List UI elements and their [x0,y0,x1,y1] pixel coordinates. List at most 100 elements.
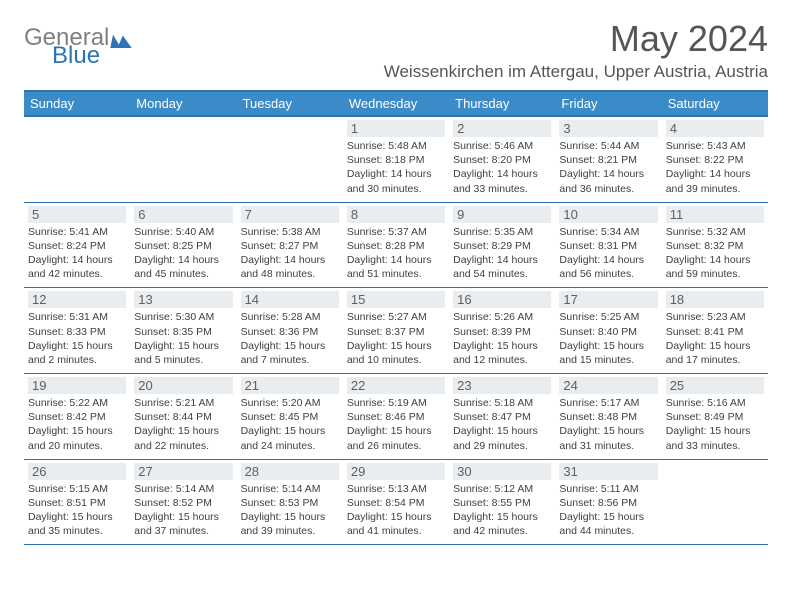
day-details: Sunrise: 5:35 AMSunset: 8:29 PMDaylight:… [453,225,551,282]
calendar-cell: 29 Sunrise: 5:13 AMSunset: 8:54 PMDayligh… [343,459,449,545]
day-details: Sunrise: 5:46 AMSunset: 8:20 PMDaylight:… [453,139,551,196]
calendar-table: SundayMondayTuesdayWednesdayThursdayFrid… [24,90,768,545]
day-number: 3 [559,120,657,137]
calendar-body: 1 Sunrise: 5:48 AMSunset: 8:18 PMDaylight… [24,116,768,545]
day-number: 25 [666,377,764,394]
day-number: 30 [453,463,551,480]
calendar-cell: 18 Sunrise: 5:23 AMSunset: 8:41 PMDayligh… [662,288,768,374]
day-number: 31 [559,463,657,480]
calendar-week-row: 12 Sunrise: 5:31 AMSunset: 8:33 PMDayligh… [24,288,768,374]
calendar-cell: 28Sunrise: 5:14 AMSunset: 8:53 PMDayligh… [237,459,343,545]
calendar-cell: 7 Sunrise: 5:38 AMSunset: 8:27 PMDaylight… [237,202,343,288]
month-title: May 2024 [384,18,768,60]
day-details: Sunrise: 5:11 AMSunset: 8:56 PMDaylight:… [559,482,657,539]
day-details: Sunrise: 5:41 AMSunset: 8:24 PMDaylight:… [28,225,126,282]
day-number: 14 [241,291,339,308]
day-details: Sunrise: 5:14 AMSunset: 8:52 PMDaylight:… [134,482,232,539]
calendar-cell: 16Sunrise: 5:26 AMSunset: 8:39 PMDayligh… [449,288,555,374]
calendar-cell: 21 Sunrise: 5:20 AMSunset: 8:45 PMDayligh… [237,374,343,460]
day-details: Sunrise: 5:17 AMSunset: 8:48 PMDaylight:… [559,396,657,453]
day-details: Sunrise: 5:15 AMSunset: 8:51 PMDaylight:… [28,482,126,539]
location-text: Weissenkirchen im Attergau, Upper Austri… [384,62,768,82]
calendar-cell: 6 Sunrise: 5:40 AMSunset: 8:25 PMDaylight… [130,202,236,288]
logo: GeneralBlue [24,18,132,68]
day-number: 21 [241,377,339,394]
day-number: 19 [28,377,126,394]
calendar-cell: 20 Sunrise: 5:21 AMSunset: 8:44 PMDayligh… [130,374,236,460]
day-details: Sunrise: 5:30 AMSunset: 8:35 PMDaylight:… [134,310,232,367]
calendar-cell: 17Sunrise: 5:25 AMSunset: 8:40 PMDayligh… [555,288,661,374]
calendar-cell: 3 Sunrise: 5:44 AMSunset: 8:21 PMDaylight… [555,116,661,202]
day-number: 23 [453,377,551,394]
day-number: 27 [134,463,232,480]
day-details: Sunrise: 5:19 AMSunset: 8:46 PMDaylight:… [347,396,445,453]
day-number: 11 [666,206,764,223]
day-number: 10 [559,206,657,223]
calendar-week-row: 1 Sunrise: 5:48 AMSunset: 8:18 PMDaylight… [24,116,768,202]
calendar-cell: 2 Sunrise: 5:46 AMSunset: 8:20 PMDaylight… [449,116,555,202]
day-number: 18 [666,291,764,308]
day-number: 8 [347,206,445,223]
calendar-cell [237,116,343,202]
day-number: 22 [347,377,445,394]
calendar-cell: 14 Sunrise: 5:28 AMSunset: 8:36 PMDayligh… [237,288,343,374]
day-details: Sunrise: 5:14 AMSunset: 8:53 PMDaylight:… [241,482,339,539]
calendar-cell: 5 Sunrise: 5:41 AMSunset: 8:24 PMDaylight… [24,202,130,288]
day-details: Sunrise: 5:32 AMSunset: 8:32 PMDaylight:… [666,225,764,282]
header: GeneralBlue May 2024 Weissenkirchen im A… [24,18,768,82]
calendar-cell: 25 Sunrise: 5:16 AMSunset: 8:49 PMDayligh… [662,374,768,460]
day-details: Sunrise: 5:43 AMSunset: 8:22 PMDaylight:… [666,139,764,196]
day-number: 20 [134,377,232,394]
day-number: 2 [453,120,551,137]
day-number: 12 [28,291,126,308]
calendar-cell: 27 Sunrise: 5:14 AMSunset: 8:52 PMDayligh… [130,459,236,545]
day-details: Sunrise: 5:44 AMSunset: 8:21 PMDaylight:… [559,139,657,196]
day-header-row: SundayMondayTuesdayWednesdayThursdayFrid… [24,91,768,116]
day-details: Sunrise: 5:34 AMSunset: 8:31 PMDaylight:… [559,225,657,282]
calendar-cell: 11 Sunrise: 5:32 AMSunset: 8:32 PMDayligh… [662,202,768,288]
day-details: Sunrise: 5:16 AMSunset: 8:49 PMDaylight:… [666,396,764,453]
day-details: Sunrise: 5:31 AMSunset: 8:33 PMDaylight:… [28,310,126,367]
day-number: 15 [347,291,445,308]
calendar-cell [24,116,130,202]
day-details: Sunrise: 5:20 AMSunset: 8:45 PMDaylight:… [241,396,339,453]
day-details: Sunrise: 5:13 AMSunset: 8:54 PMDaylight:… [347,482,445,539]
day-number: 6 [134,206,232,223]
calendar-cell: 24 Sunrise: 5:17 AMSunset: 8:48 PMDayligh… [555,374,661,460]
calendar-cell: 26Sunrise: 5:15 AMSunset: 8:51 PMDayligh… [24,459,130,545]
day-number: 17 [559,291,657,308]
day-details: Sunrise: 5:23 AMSunset: 8:41 PMDaylight:… [666,310,764,367]
calendar-cell [130,116,236,202]
day-details: Sunrise: 5:48 AMSunset: 8:18 PMDaylight:… [347,139,445,196]
day-header: Tuesday [237,91,343,116]
day-number: 1 [347,120,445,137]
calendar-cell: 1 Sunrise: 5:48 AMSunset: 8:18 PMDaylight… [343,116,449,202]
day-number: 4 [666,120,764,137]
day-details: Sunrise: 5:12 AMSunset: 8:55 PMDaylight:… [453,482,551,539]
day-number: 29 [347,463,445,480]
day-number: 9 [453,206,551,223]
day-number: 7 [241,206,339,223]
calendar-cell: 8Sunrise: 5:37 AMSunset: 8:28 PMDaylight… [343,202,449,288]
day-header: Sunday [24,91,130,116]
day-details: Sunrise: 5:28 AMSunset: 8:36 PMDaylight:… [241,310,339,367]
day-details: Sunrise: 5:18 AMSunset: 8:47 PMDaylight:… [453,396,551,453]
calendar-cell [662,459,768,545]
calendar-cell: 12 Sunrise: 5:31 AMSunset: 8:33 PMDayligh… [24,288,130,374]
title-block: May 2024 Weissenkirchen im Attergau, Upp… [384,18,768,82]
calendar-cell: 31 Sunrise: 5:11 AMSunset: 8:56 PMDayligh… [555,459,661,545]
day-details: Sunrise: 5:27 AMSunset: 8:37 PMDaylight:… [347,310,445,367]
day-number: 13 [134,291,232,308]
day-details: Sunrise: 5:40 AMSunset: 8:25 PMDaylight:… [134,225,232,282]
day-details: Sunrise: 5:21 AMSunset: 8:44 PMDaylight:… [134,396,232,453]
calendar-cell: 15 Sunrise: 5:27 AMSunset: 8:37 PMDayligh… [343,288,449,374]
day-header: Saturday [662,91,768,116]
calendar-week-row: 5 Sunrise: 5:41 AMSunset: 8:24 PMDaylight… [24,202,768,288]
day-number: 24 [559,377,657,394]
day-number: 5 [28,206,126,223]
day-details: Sunrise: 5:38 AMSunset: 8:27 PMDaylight:… [241,225,339,282]
triangle-icon [110,32,132,48]
day-header: Monday [130,91,236,116]
day-header: Friday [555,91,661,116]
calendar-cell: 22 Sunrise: 5:19 AMSunset: 8:46 PMDayligh… [343,374,449,460]
